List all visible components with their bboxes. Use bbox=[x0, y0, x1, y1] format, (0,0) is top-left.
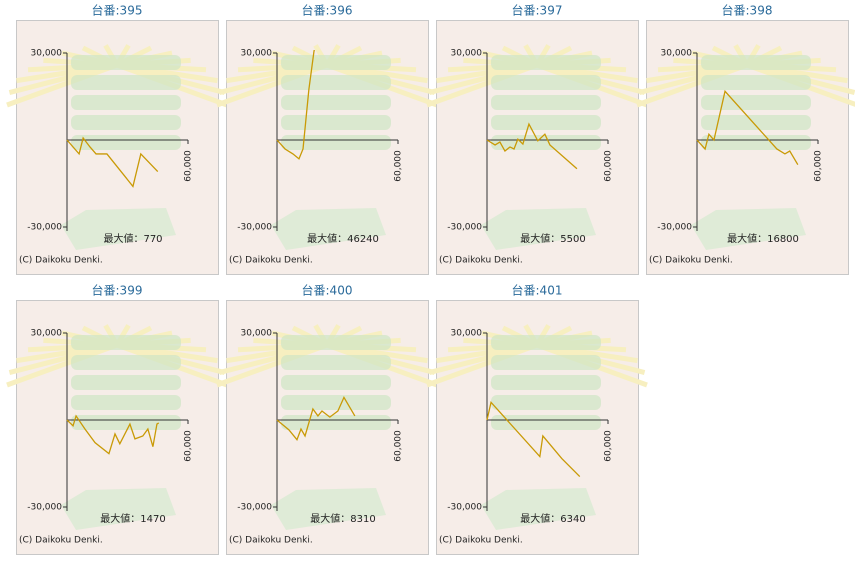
decor-block bbox=[281, 335, 391, 350]
data-line bbox=[276, 50, 315, 160]
x-tick-label: 60,000 bbox=[604, 430, 614, 462]
data-line bbox=[486, 400, 581, 478]
decor-tray bbox=[481, 208, 596, 250]
decor-tray bbox=[691, 208, 806, 250]
copyright: (C) Daikoku Denki. bbox=[439, 536, 523, 546]
annotation: 最大値：46240 bbox=[307, 232, 379, 245]
decor-block bbox=[281, 75, 391, 90]
annotation: 最大値：1470 bbox=[100, 512, 165, 525]
chart-panel: 台番:398 30,000 -30,000 60,000 最大値：16800 (C) Da… bbox=[636, 3, 855, 275]
data-line bbox=[66, 136, 159, 188]
decor-block bbox=[491, 375, 601, 390]
decor-block bbox=[491, 115, 601, 130]
decor-block bbox=[71, 55, 181, 70]
decor-block bbox=[281, 355, 391, 370]
decor-tray bbox=[481, 488, 596, 530]
chart-panel: 台番:399 30,000 -30,000 60,000 最大値：1470 (C) Dai… bbox=[6, 283, 228, 555]
chart-panel: 台番:400 30,000 -30,000 60,000 最大値：8310 (C) Dai… bbox=[216, 283, 438, 555]
y-tick-label: 30,000 bbox=[241, 49, 273, 59]
copyright: (C) Daikoku Denki. bbox=[229, 536, 313, 546]
decor-block bbox=[701, 115, 811, 130]
decor-block bbox=[71, 375, 181, 390]
decor-block bbox=[281, 415, 391, 430]
copyright: (C) Daikoku Denki. bbox=[649, 256, 733, 266]
data-line bbox=[486, 122, 578, 170]
x-tick-label: 60,000 bbox=[184, 150, 194, 182]
decor-tray bbox=[271, 488, 386, 530]
decor-block bbox=[71, 115, 181, 130]
y-tick-label: 30,000 bbox=[31, 329, 63, 339]
decor-block bbox=[71, 135, 181, 150]
x-tick-label: 60,000 bbox=[394, 150, 404, 182]
decor-block bbox=[491, 95, 601, 110]
chart-title: 台番:396 bbox=[302, 3, 353, 18]
decor-block bbox=[491, 415, 601, 430]
chart-panel: 台番:397 30,000 -30,000 60,000 最大値：5500 (C) Dai… bbox=[426, 3, 648, 275]
data-line bbox=[276, 395, 356, 442]
annotation: 最大値：770 bbox=[103, 232, 162, 245]
decor-block bbox=[71, 75, 181, 90]
annotation: 最大値：16800 bbox=[727, 232, 799, 245]
y-tick-label: 30,000 bbox=[31, 49, 63, 59]
x-tick-label: 60,000 bbox=[604, 150, 614, 182]
chart-title: 台番:401 bbox=[512, 283, 563, 298]
x-tick-label: 60,000 bbox=[184, 430, 194, 462]
decor-block bbox=[71, 395, 181, 410]
data-line bbox=[66, 414, 160, 455]
chart-title: 台番:399 bbox=[92, 283, 143, 298]
decor-block bbox=[491, 335, 601, 350]
decor-block bbox=[281, 115, 391, 130]
y-tick-label: -30,000 bbox=[657, 223, 692, 233]
y-tick-label: 30,000 bbox=[661, 49, 693, 59]
copyright: (C) Daikoku Denki. bbox=[229, 256, 313, 266]
copyright: (C) Daikoku Denki. bbox=[439, 256, 523, 266]
decor-block bbox=[281, 135, 391, 150]
y-tick-label: -30,000 bbox=[237, 223, 272, 233]
x-tick-label: 60,000 bbox=[814, 150, 824, 182]
decor-block bbox=[71, 335, 181, 350]
decor-block bbox=[281, 375, 391, 390]
decor-tray bbox=[271, 208, 386, 250]
decor-block bbox=[281, 395, 391, 410]
chart-panel: 台番:396 30,000 -30,000 60,000 最大値：46240 (C) Da… bbox=[216, 3, 438, 275]
decor-block bbox=[491, 55, 601, 70]
y-tick-label: -30,000 bbox=[447, 503, 482, 513]
decor-block bbox=[491, 75, 601, 90]
decor-block bbox=[701, 95, 811, 110]
chart-title: 台番:400 bbox=[302, 283, 353, 298]
decor-block bbox=[281, 95, 391, 110]
annotation: 最大値：6340 bbox=[520, 512, 585, 525]
decor-block bbox=[71, 95, 181, 110]
y-tick-label: -30,000 bbox=[27, 223, 62, 233]
y-tick-label: 30,000 bbox=[241, 329, 273, 339]
chart-title: 台番:397 bbox=[512, 3, 563, 18]
y-tick-label: -30,000 bbox=[27, 503, 62, 513]
decor-block bbox=[71, 415, 181, 430]
chart-title: 台番:398 bbox=[722, 3, 773, 18]
chart-title: 台番:395 bbox=[92, 3, 143, 18]
decor-block bbox=[701, 55, 811, 70]
decor-block bbox=[491, 355, 601, 370]
copyright: (C) Daikoku Denki. bbox=[19, 256, 103, 266]
y-tick-label: -30,000 bbox=[237, 503, 272, 513]
copyright: (C) Daikoku Denki. bbox=[19, 536, 103, 546]
y-tick-label: 30,000 bbox=[451, 329, 483, 339]
decor-block bbox=[701, 135, 811, 150]
decor-block bbox=[281, 55, 391, 70]
decor-tray bbox=[61, 488, 176, 530]
y-tick-label: 30,000 bbox=[451, 49, 483, 59]
data-line bbox=[696, 89, 799, 165]
decor-block bbox=[71, 355, 181, 370]
chart-panel: 台番:395 30,000 -30,000 60,000 最大値：770 (C) Daik… bbox=[6, 3, 228, 275]
annotation: 最大値：8310 bbox=[310, 512, 375, 525]
decor-tray bbox=[61, 208, 176, 250]
x-tick-label: 60,000 bbox=[394, 430, 404, 462]
decor-block bbox=[701, 75, 811, 90]
decor-block bbox=[491, 395, 601, 410]
chart-panel: 台番:401 30,000 -30,000 60,000 最大値：6340 (C) Dai… bbox=[426, 283, 648, 555]
decor-block bbox=[491, 135, 601, 150]
annotation: 最大値：5500 bbox=[520, 232, 585, 245]
y-tick-label: -30,000 bbox=[447, 223, 482, 233]
